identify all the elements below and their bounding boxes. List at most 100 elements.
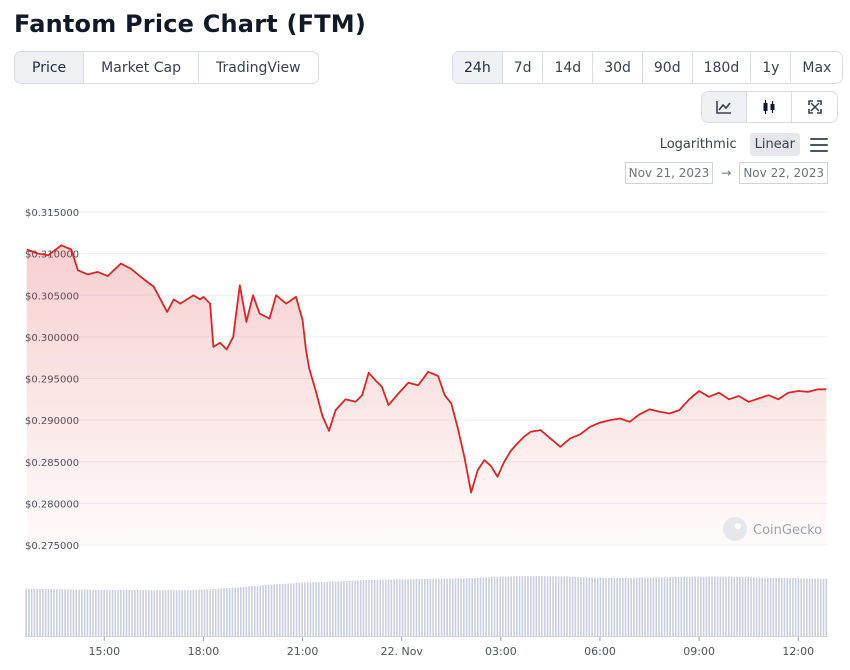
volume-bar bbox=[440, 578, 443, 636]
volume-bar bbox=[538, 576, 540, 636]
volume-bar bbox=[145, 590, 147, 636]
volume-bar bbox=[248, 586, 250, 636]
volume-bar bbox=[354, 580, 356, 636]
volume-bar bbox=[81, 589, 83, 636]
volume-bar bbox=[320, 582, 323, 636]
x-tick-label: 21:00 bbox=[287, 645, 319, 658]
range-24h-button[interactable]: 24h bbox=[453, 52, 503, 83]
price-chart[interactable]: $0.275000$0.280000$0.285000$0.290000$0.2… bbox=[0, 195, 850, 670]
volume-bar bbox=[739, 576, 741, 636]
volume-bar bbox=[571, 576, 574, 636]
volume-bar bbox=[164, 590, 167, 636]
volume-bar bbox=[683, 576, 685, 636]
volume-bar bbox=[136, 590, 139, 636]
range-30d-button[interactable]: 30d bbox=[593, 52, 643, 83]
chart-type-toggle bbox=[701, 91, 838, 123]
volume-bar bbox=[373, 579, 376, 636]
hamburger-menu-icon[interactable] bbox=[810, 137, 828, 152]
tab-tradingview[interactable]: TradingView bbox=[215, 59, 301, 76]
candlestick-button[interactable] bbox=[747, 92, 792, 122]
volume-bar bbox=[624, 577, 627, 636]
volume-bar bbox=[764, 577, 766, 636]
volume-bar bbox=[412, 579, 415, 636]
volume-bar bbox=[200, 589, 203, 636]
volume-bar bbox=[94, 589, 97, 636]
volume-bar bbox=[83, 589, 86, 636]
volume-bar bbox=[432, 578, 434, 636]
volume-bar bbox=[468, 578, 471, 636]
volume-bar bbox=[479, 577, 482, 636]
linear-option[interactable]: Linear bbox=[749, 133, 800, 156]
logarithmic-option[interactable]: Logarithmic bbox=[659, 137, 737, 152]
volume-bar bbox=[805, 578, 808, 636]
date-range-picker: Nov 21, 2023 → Nov 22, 2023 bbox=[624, 162, 828, 184]
volume-bar bbox=[390, 579, 393, 636]
volume-bar bbox=[680, 576, 683, 636]
date-to-input[interactable]: Nov 22, 2023 bbox=[739, 162, 828, 184]
volume-bar bbox=[608, 577, 610, 636]
volume-bar bbox=[345, 580, 348, 636]
date-from-input[interactable]: Nov 21, 2023 bbox=[624, 162, 714, 184]
volume-bar bbox=[279, 584, 281, 636]
volume-bar bbox=[245, 586, 248, 636]
volume-bar bbox=[25, 588, 27, 636]
volume-bar bbox=[44, 588, 47, 636]
volume-bar bbox=[454, 578, 457, 636]
volume-bar bbox=[351, 580, 354, 636]
range-7d-button[interactable]: 7d bbox=[503, 52, 544, 83]
volume-bar bbox=[716, 576, 719, 636]
range-max-button[interactable]: Max bbox=[802, 59, 832, 76]
volume-bar bbox=[100, 589, 103, 636]
volume-bar bbox=[627, 577, 630, 636]
volume-bar bbox=[340, 581, 342, 636]
volume-bar bbox=[610, 577, 613, 636]
volume-bar bbox=[418, 579, 421, 636]
volume-bar bbox=[312, 582, 315, 636]
volume-bar bbox=[150, 590, 153, 636]
range-14d-button[interactable]: 14d bbox=[543, 52, 594, 83]
tab-market-cap[interactable]: Market Cap bbox=[84, 52, 199, 83]
volume-bar bbox=[619, 577, 621, 636]
volume-bar bbox=[401, 579, 404, 636]
volume-bar bbox=[334, 581, 337, 636]
volume-bar bbox=[234, 587, 237, 636]
volume-bar bbox=[725, 576, 727, 636]
volume-bar bbox=[36, 588, 39, 636]
range-1y-button[interactable]: 1y bbox=[751, 52, 792, 83]
volume-bar bbox=[318, 582, 320, 636]
volume-bar bbox=[212, 589, 214, 636]
volume-bar bbox=[527, 576, 529, 636]
volume-bar bbox=[786, 578, 789, 636]
volume-bar bbox=[122, 589, 125, 636]
volume-bar bbox=[733, 576, 736, 636]
volume-bar bbox=[298, 582, 301, 636]
volume-bar bbox=[555, 576, 557, 636]
volume-bar bbox=[635, 577, 638, 636]
fullscreen-button[interactable] bbox=[792, 92, 837, 122]
volume-bar bbox=[574, 576, 577, 636]
volume-bar bbox=[376, 579, 379, 636]
line-chart-button[interactable] bbox=[702, 92, 747, 122]
volume-bar bbox=[156, 590, 158, 636]
volume-bar bbox=[362, 580, 365, 636]
volume-bar bbox=[398, 579, 401, 636]
volume-bar bbox=[253, 585, 256, 636]
volume-bar bbox=[711, 576, 713, 636]
range-90d-button[interactable]: 90d bbox=[643, 52, 693, 83]
volume-bar bbox=[563, 576, 566, 636]
volume-bar bbox=[822, 578, 825, 636]
volume-bar bbox=[167, 590, 170, 636]
volume-bar bbox=[242, 586, 245, 636]
volume-bar bbox=[688, 576, 691, 636]
volume-bar bbox=[750, 577, 752, 636]
range-180d-button[interactable]: 180d bbox=[693, 52, 752, 83]
volume-bar bbox=[206, 589, 209, 636]
volume-bar bbox=[549, 576, 552, 636]
volume-bar bbox=[55, 589, 58, 636]
volume-bar bbox=[789, 578, 791, 636]
volume-bar bbox=[251, 586, 253, 636]
x-tick-label: 09:00 bbox=[683, 645, 715, 658]
volume-bar bbox=[652, 577, 655, 636]
tab-price[interactable]: Price bbox=[15, 52, 85, 83]
volume-bar bbox=[195, 589, 197, 636]
